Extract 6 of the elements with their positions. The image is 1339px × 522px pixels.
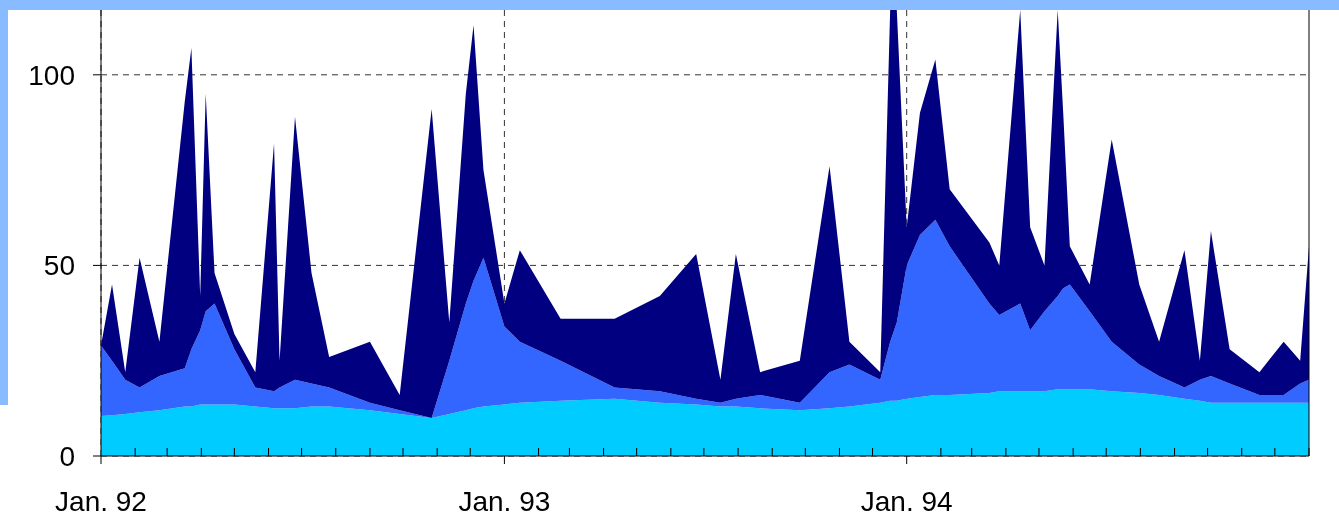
y-tick-label: 0 [59, 440, 75, 472]
x-tick-label: Jan. 93 [458, 486, 551, 517]
x-tick-label: Jan. 92 [55, 486, 147, 517]
y-tick-label: 100 [28, 59, 75, 91]
y-tick-label: 50 [43, 250, 75, 282]
x-tick-label: Jan. 94 [860, 486, 953, 517]
